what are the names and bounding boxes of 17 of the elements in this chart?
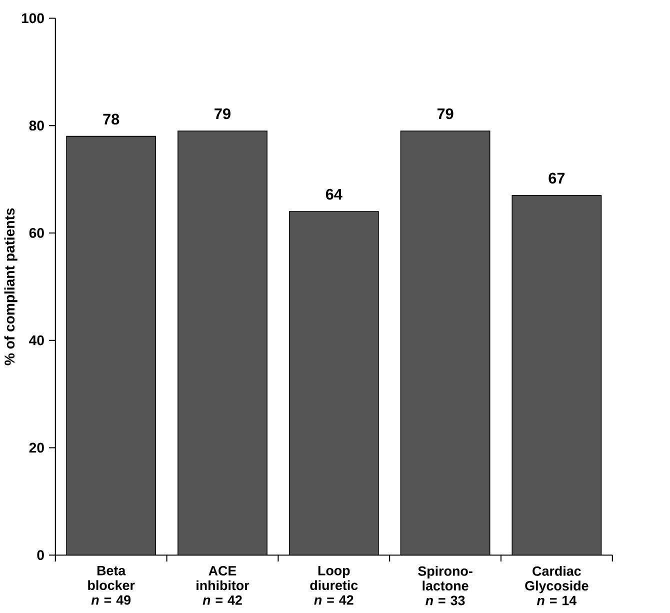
x-tick-label: Loop diuretic n = 42 bbox=[310, 566, 358, 605]
data-label: 78 bbox=[103, 114, 120, 125]
data-label: 79 bbox=[214, 108, 230, 120]
y-tick-label: 0 bbox=[37, 550, 44, 560]
data-label: 67 bbox=[548, 172, 565, 184]
x-tick-label: ACE inhibitor n = 42 bbox=[196, 566, 250, 605]
data-label: 79 bbox=[437, 108, 454, 120]
data-label: 64 bbox=[326, 189, 342, 200]
y-tick-label: 100 bbox=[22, 13, 44, 24]
x-tick-label: Cardiac Glycoside n = 14 bbox=[525, 566, 588, 606]
y-tick-label: 60 bbox=[29, 228, 44, 238]
x-tick-label: Spirono-lactone n = 33 bbox=[418, 566, 472, 606]
y-tick-label: 40 bbox=[29, 336, 44, 346]
y-tick-label: 20 bbox=[29, 442, 44, 453]
y-tick-label: 80 bbox=[29, 120, 44, 131]
x-tick-label: Beta blocker n = 49 bbox=[88, 566, 135, 605]
y-axis-title: % of compliant patients bbox=[4, 208, 18, 366]
